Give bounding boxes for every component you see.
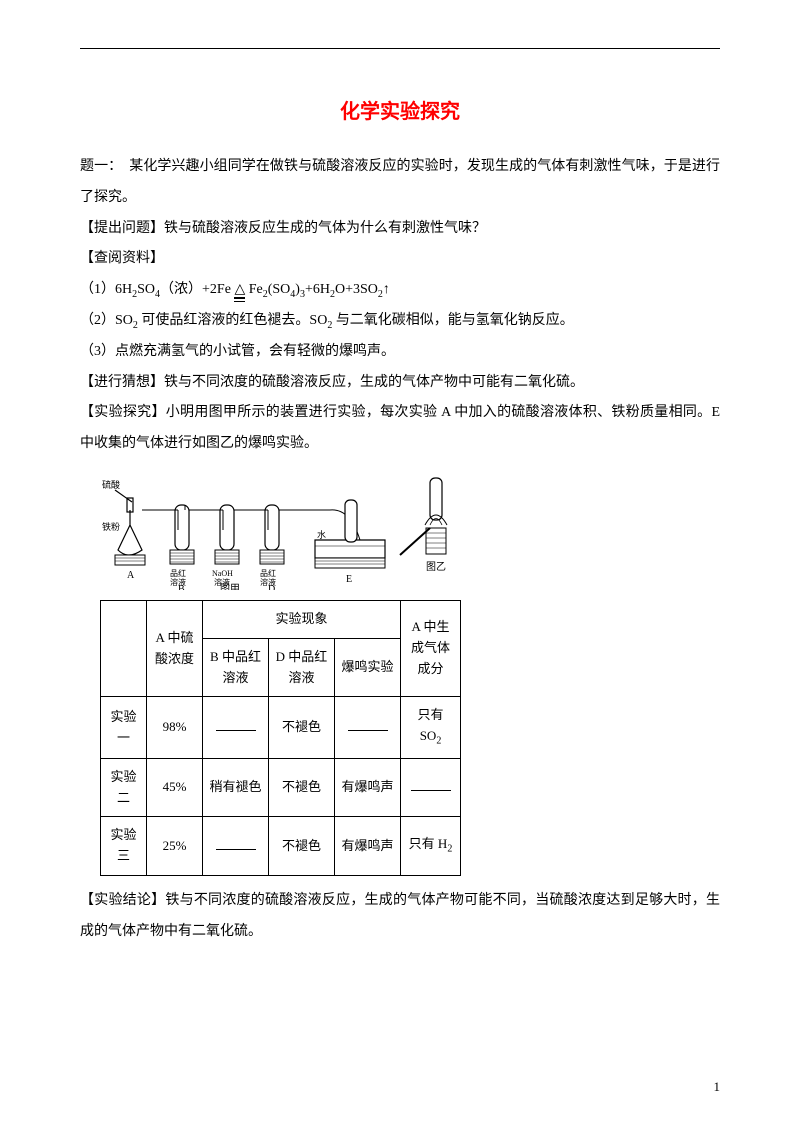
apparatus-diagram: 硫酸 铁粉 A 品红 溶液 B NaOH 溶液 品红 溶液 D 图甲 [100, 470, 720, 594]
row2-exp: 有爆鸣声 [335, 758, 401, 817]
raise-question: 【提出问题】铁与硫酸溶液反应生成的气体为什么有刺激性气味？ [80, 214, 720, 245]
tube-c-icon: NaOH 溶液 [189, 505, 239, 587]
row1-label: 实验一 [101, 697, 147, 758]
fig1-label: 图甲 [220, 583, 240, 590]
experiment-table: A 中硫酸浓度 实验现象 A 中生成气体成分 B 中品红溶液 D 中品红溶液 爆… [100, 600, 461, 876]
svg-text:硫酸: 硫酸 [102, 479, 120, 490]
svg-text:NaOH: NaOH [212, 569, 233, 578]
row2-label: 实验二 [101, 758, 147, 817]
tube-b-icon: 品红 溶液 B [142, 505, 194, 590]
th-result: A 中生成气体成分 [401, 600, 461, 696]
row3-res: 只有 H2 [401, 817, 461, 876]
row1-conc: 98% [147, 697, 203, 758]
page-number: 1 [714, 1073, 721, 1102]
conclusion-paragraph: 【实验结论】铁与不同浓度的硫酸溶液反应，生成的气体产物可能不同，当硫酸浓度达到足… [80, 886, 720, 948]
row1-d: 不褪色 [269, 697, 335, 758]
doc-title: 化学实验探究 [80, 90, 720, 134]
th-concentration: A 中硫酸浓度 [147, 600, 203, 696]
svg-text:B: B [178, 584, 185, 590]
ref1-text: （1）6H2SO4（浓）+2Fe △ Fe2(SO4)3+6H2O+3SO2↑ [80, 282, 390, 297]
svg-text:水: 水 [317, 529, 326, 540]
th-phenomena: 实验现象 [203, 600, 401, 638]
reference-2: （2）SO2 可使品红溶液的红色褪去。SO2 与二氧化碳相似，能与氢氧化钠反应。 [80, 306, 720, 337]
th-b: B 中品红溶液 [203, 638, 269, 697]
header-rule [80, 48, 720, 49]
row1-res: 只有SO2 [401, 697, 461, 758]
intro-paragraph: 题一： 某化学兴趣小组同学在做铁与硫酸溶液反应的实验时，发现生成的气体有刺激性气… [80, 152, 720, 214]
explore-paragraph: 【实验探究】小明用图甲所示的装置进行实验，每次实验 A 中加入的硫酸溶液体积、铁… [80, 398, 720, 460]
svg-text:图乙: 图乙 [426, 561, 446, 573]
trough-e-icon: 水 E [279, 500, 385, 585]
svg-text:铁粉: 铁粉 [102, 521, 120, 532]
table-row: 实验三 25% 不褪色 有爆鸣声 只有 H2 [101, 817, 461, 876]
th-blank [101, 600, 147, 696]
table-row: 实验一 98% 不褪色 只有SO2 [101, 697, 461, 758]
ignition-icon: 图乙 [400, 478, 447, 573]
svg-text:D: D [268, 584, 275, 590]
svg-text:E: E [346, 574, 352, 585]
flask-a-icon: 硫酸 铁粉 A [102, 479, 145, 581]
row2-res [401, 758, 461, 817]
guess-paragraph: 【进行猜想】铁与不同浓度的硫酸溶液反应，生成的气体产物中可能有二氧化硫。 [80, 368, 720, 399]
row3-b [203, 817, 269, 876]
tube-d-icon: 品红 溶液 D [234, 505, 284, 590]
row1-b [203, 697, 269, 758]
reference-3: （3）点燃充满氢气的小试管，会有轻微的爆鸣声。 [80, 337, 720, 368]
row3-conc: 25% [147, 817, 203, 876]
svg-text:品红: 品红 [170, 568, 186, 578]
svg-text:品红: 品红 [260, 568, 276, 578]
th-d: D 中品红溶液 [269, 638, 335, 697]
row1-exp [335, 697, 401, 758]
row3-label: 实验三 [101, 817, 147, 876]
row2-conc: 45% [147, 758, 203, 817]
th-exp: 爆鸣实验 [335, 638, 401, 697]
row3-d: 不褪色 [269, 817, 335, 876]
svg-text:A: A [127, 570, 135, 581]
row2-d: 不褪色 [269, 758, 335, 817]
row2-b: 稍有褪色 [203, 758, 269, 817]
table-row: 实验二 45% 稍有褪色 不褪色 有爆鸣声 [101, 758, 461, 817]
row3-exp: 有爆鸣声 [335, 817, 401, 876]
reference-1: （1）6H2SO4（浓）+2Fe △ Fe2(SO4)3+6H2O+3SO2↑ [80, 275, 720, 306]
reference-heading: 【查阅资料】 [80, 244, 720, 275]
